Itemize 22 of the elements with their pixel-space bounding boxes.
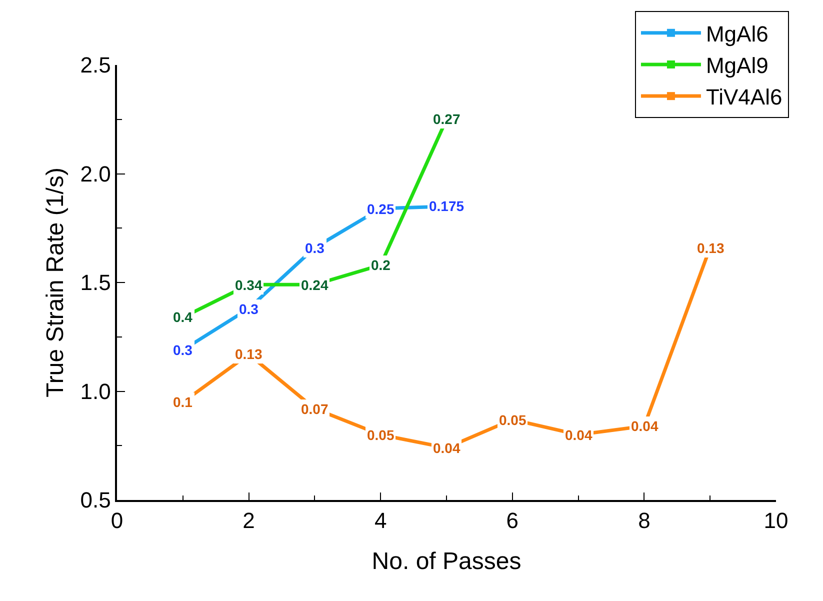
x-tick-label: 6 — [506, 508, 519, 534]
annotation: 0.4 — [173, 309, 193, 325]
x-axis-title: No. of Passes — [372, 548, 522, 575]
legend-label: MgAl9 — [706, 53, 768, 78]
annotation: 0.3 — [239, 301, 259, 317]
x-tick-label: 2 — [242, 508, 255, 534]
annotation: 0.1 — [173, 394, 193, 410]
annotation: 0.3 — [305, 240, 325, 256]
x-tick-label: 4 — [374, 508, 387, 534]
x-tick-label: 10 — [764, 508, 788, 534]
y-tick-label: 2.5 — [80, 52, 111, 78]
annotation: 0.2 — [371, 257, 391, 273]
legend-label: MgAl6 — [706, 21, 768, 46]
x-tick-label: 0 — [110, 508, 124, 534]
annotation: 0.3 — [173, 342, 193, 358]
y-tick-label: 1.0 — [80, 378, 111, 404]
y-tick-label: 0.5 — [80, 488, 111, 513]
legend-label: TiV4Al6 — [706, 84, 782, 110]
y-tick-label: 2.0 — [80, 161, 111, 186]
x-tick-label: 8 — [638, 508, 650, 534]
y-tick-label: 1.5 — [80, 270, 111, 296]
y-axis-title: True Strain Rate (1/s) — [42, 168, 69, 398]
